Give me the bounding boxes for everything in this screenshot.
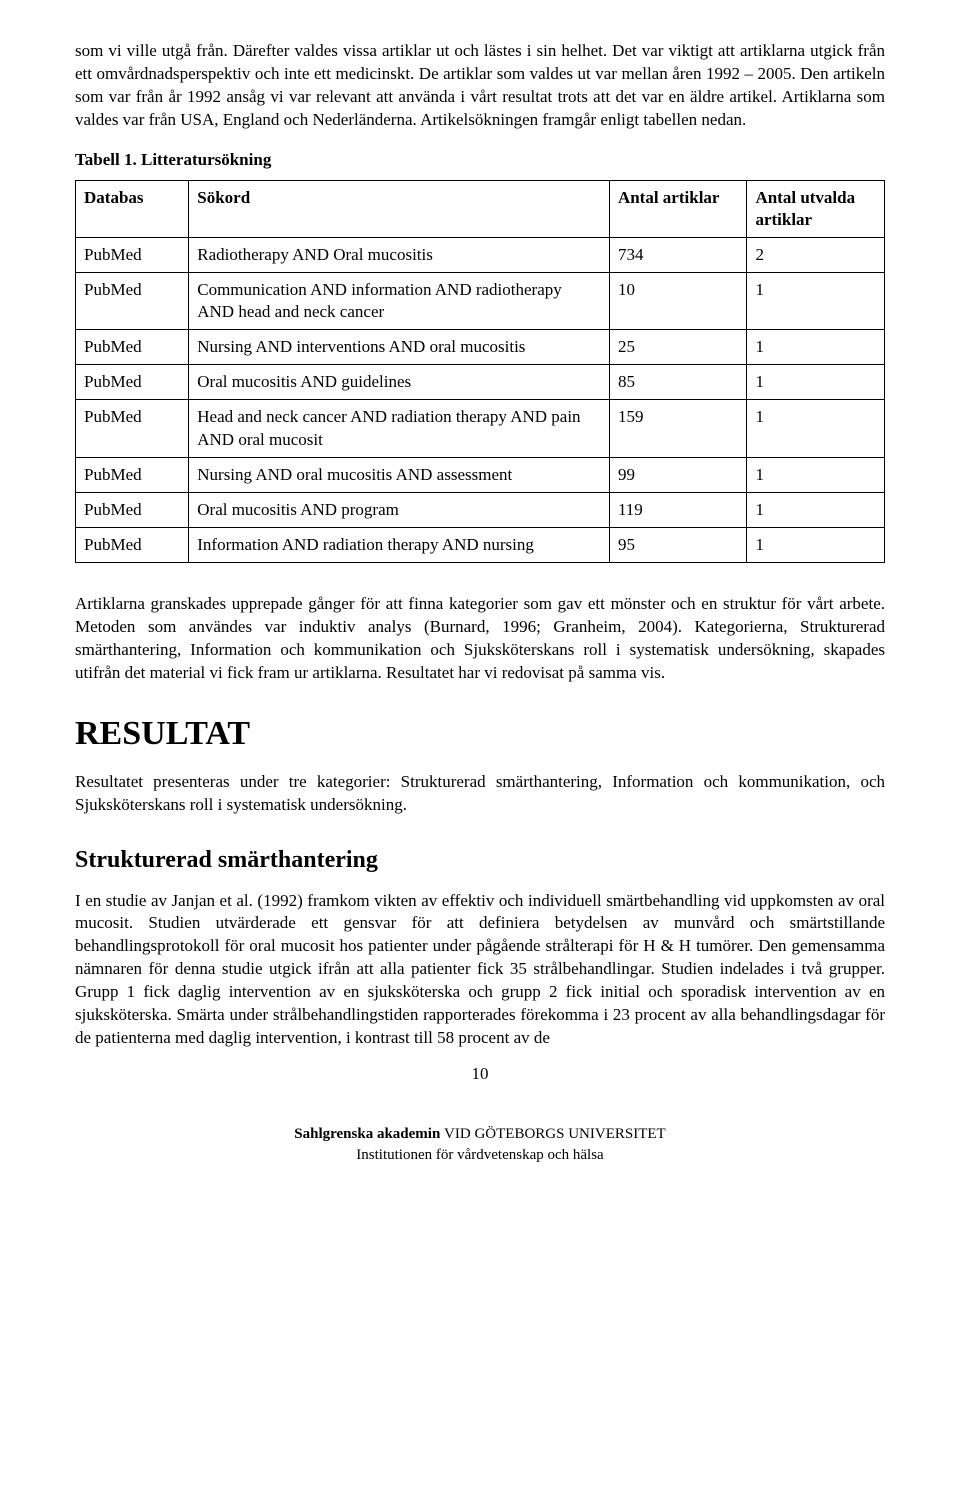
footer-university: VID GÖTEBORGS UNIVERSITET bbox=[444, 1126, 666, 1142]
literature-table: Databas Sökord Antal artiklar Antal utva… bbox=[75, 180, 885, 563]
cell-sel: 1 bbox=[747, 365, 885, 400]
table-row: PubMed Oral mucositis AND program 119 1 bbox=[76, 492, 885, 527]
cell-db: PubMed bbox=[76, 330, 189, 365]
cell-sel: 2 bbox=[747, 237, 885, 272]
page-footer: Sahlgrenska akademin VID GÖTEBORGS UNIVE… bbox=[75, 1124, 885, 1166]
cell-search: Oral mucositis AND program bbox=[189, 492, 610, 527]
cell-db: PubMed bbox=[76, 273, 189, 330]
cell-count: 99 bbox=[609, 457, 747, 492]
cell-search: Head and neck cancer AND radiation thera… bbox=[189, 400, 610, 457]
cell-sel: 1 bbox=[747, 527, 885, 562]
table-row: PubMed Nursing AND oral mucositis AND as… bbox=[76, 457, 885, 492]
cell-sel: 1 bbox=[747, 457, 885, 492]
page-number: 10 bbox=[75, 1064, 885, 1084]
cell-search: Nursing AND interventions AND oral mucos… bbox=[189, 330, 610, 365]
cell-db: PubMed bbox=[76, 237, 189, 272]
cell-count: 85 bbox=[609, 365, 747, 400]
cell-count: 119 bbox=[609, 492, 747, 527]
cell-search: Radiotherapy AND Oral mucositis bbox=[189, 237, 610, 272]
struct-body-paragraph: I en studie av Janjan et al. (1992) fram… bbox=[75, 890, 885, 1051]
table-row: PubMed Oral mucositis AND guidelines 85 … bbox=[76, 365, 885, 400]
cell-db: PubMed bbox=[76, 365, 189, 400]
cell-count: 95 bbox=[609, 527, 747, 562]
after-table-paragraph: Artiklarna granskades upprepade gånger f… bbox=[75, 593, 885, 685]
cell-db: PubMed bbox=[76, 492, 189, 527]
table-row: PubMed Communication AND information AND… bbox=[76, 273, 885, 330]
cell-count: 25 bbox=[609, 330, 747, 365]
cell-db: PubMed bbox=[76, 457, 189, 492]
cell-search: Nursing AND oral mucositis AND assessmen… bbox=[189, 457, 610, 492]
th-articles: Antal artiklar bbox=[609, 180, 747, 237]
th-keywords: Sökord bbox=[189, 180, 610, 237]
cell-sel: 1 bbox=[747, 330, 885, 365]
heading-strukturerad: Strukturerad smärthantering bbox=[75, 847, 885, 874]
footer-academy: Sahlgrenska akademin bbox=[294, 1126, 444, 1142]
cell-db: PubMed bbox=[76, 527, 189, 562]
cell-count: 159 bbox=[609, 400, 747, 457]
cell-db: PubMed bbox=[76, 400, 189, 457]
table-caption: Tabell 1. Litteratursökning bbox=[75, 150, 885, 170]
cell-sel: 1 bbox=[747, 273, 885, 330]
table-row: PubMed Information AND radiation therapy… bbox=[76, 527, 885, 562]
heading-resultat: RESULTAT bbox=[75, 715, 885, 753]
th-selected: Antal utvalda artiklar bbox=[747, 180, 885, 237]
cell-sel: 1 bbox=[747, 492, 885, 527]
table-row: PubMed Head and neck cancer AND radiatio… bbox=[76, 400, 885, 457]
footer-institution: Institutionen för vårdvetenskap och häls… bbox=[75, 1145, 885, 1166]
table-row: PubMed Radiotherapy AND Oral mucositis 7… bbox=[76, 237, 885, 272]
cell-search: Communication AND information AND radiot… bbox=[189, 273, 610, 330]
th-database: Databas bbox=[76, 180, 189, 237]
result-intro-paragraph: Resultatet presenteras under tre kategor… bbox=[75, 771, 885, 817]
table-row: PubMed Nursing AND interventions AND ora… bbox=[76, 330, 885, 365]
cell-count: 10 bbox=[609, 273, 747, 330]
intro-paragraph: som vi ville utgå från. Därefter valdes … bbox=[75, 40, 885, 132]
cell-sel: 1 bbox=[747, 400, 885, 457]
table-header-row: Databas Sökord Antal artiklar Antal utva… bbox=[76, 180, 885, 237]
cell-search: Oral mucositis AND guidelines bbox=[189, 365, 610, 400]
cell-search: Information AND radiation therapy AND nu… bbox=[189, 527, 610, 562]
cell-count: 734 bbox=[609, 237, 747, 272]
